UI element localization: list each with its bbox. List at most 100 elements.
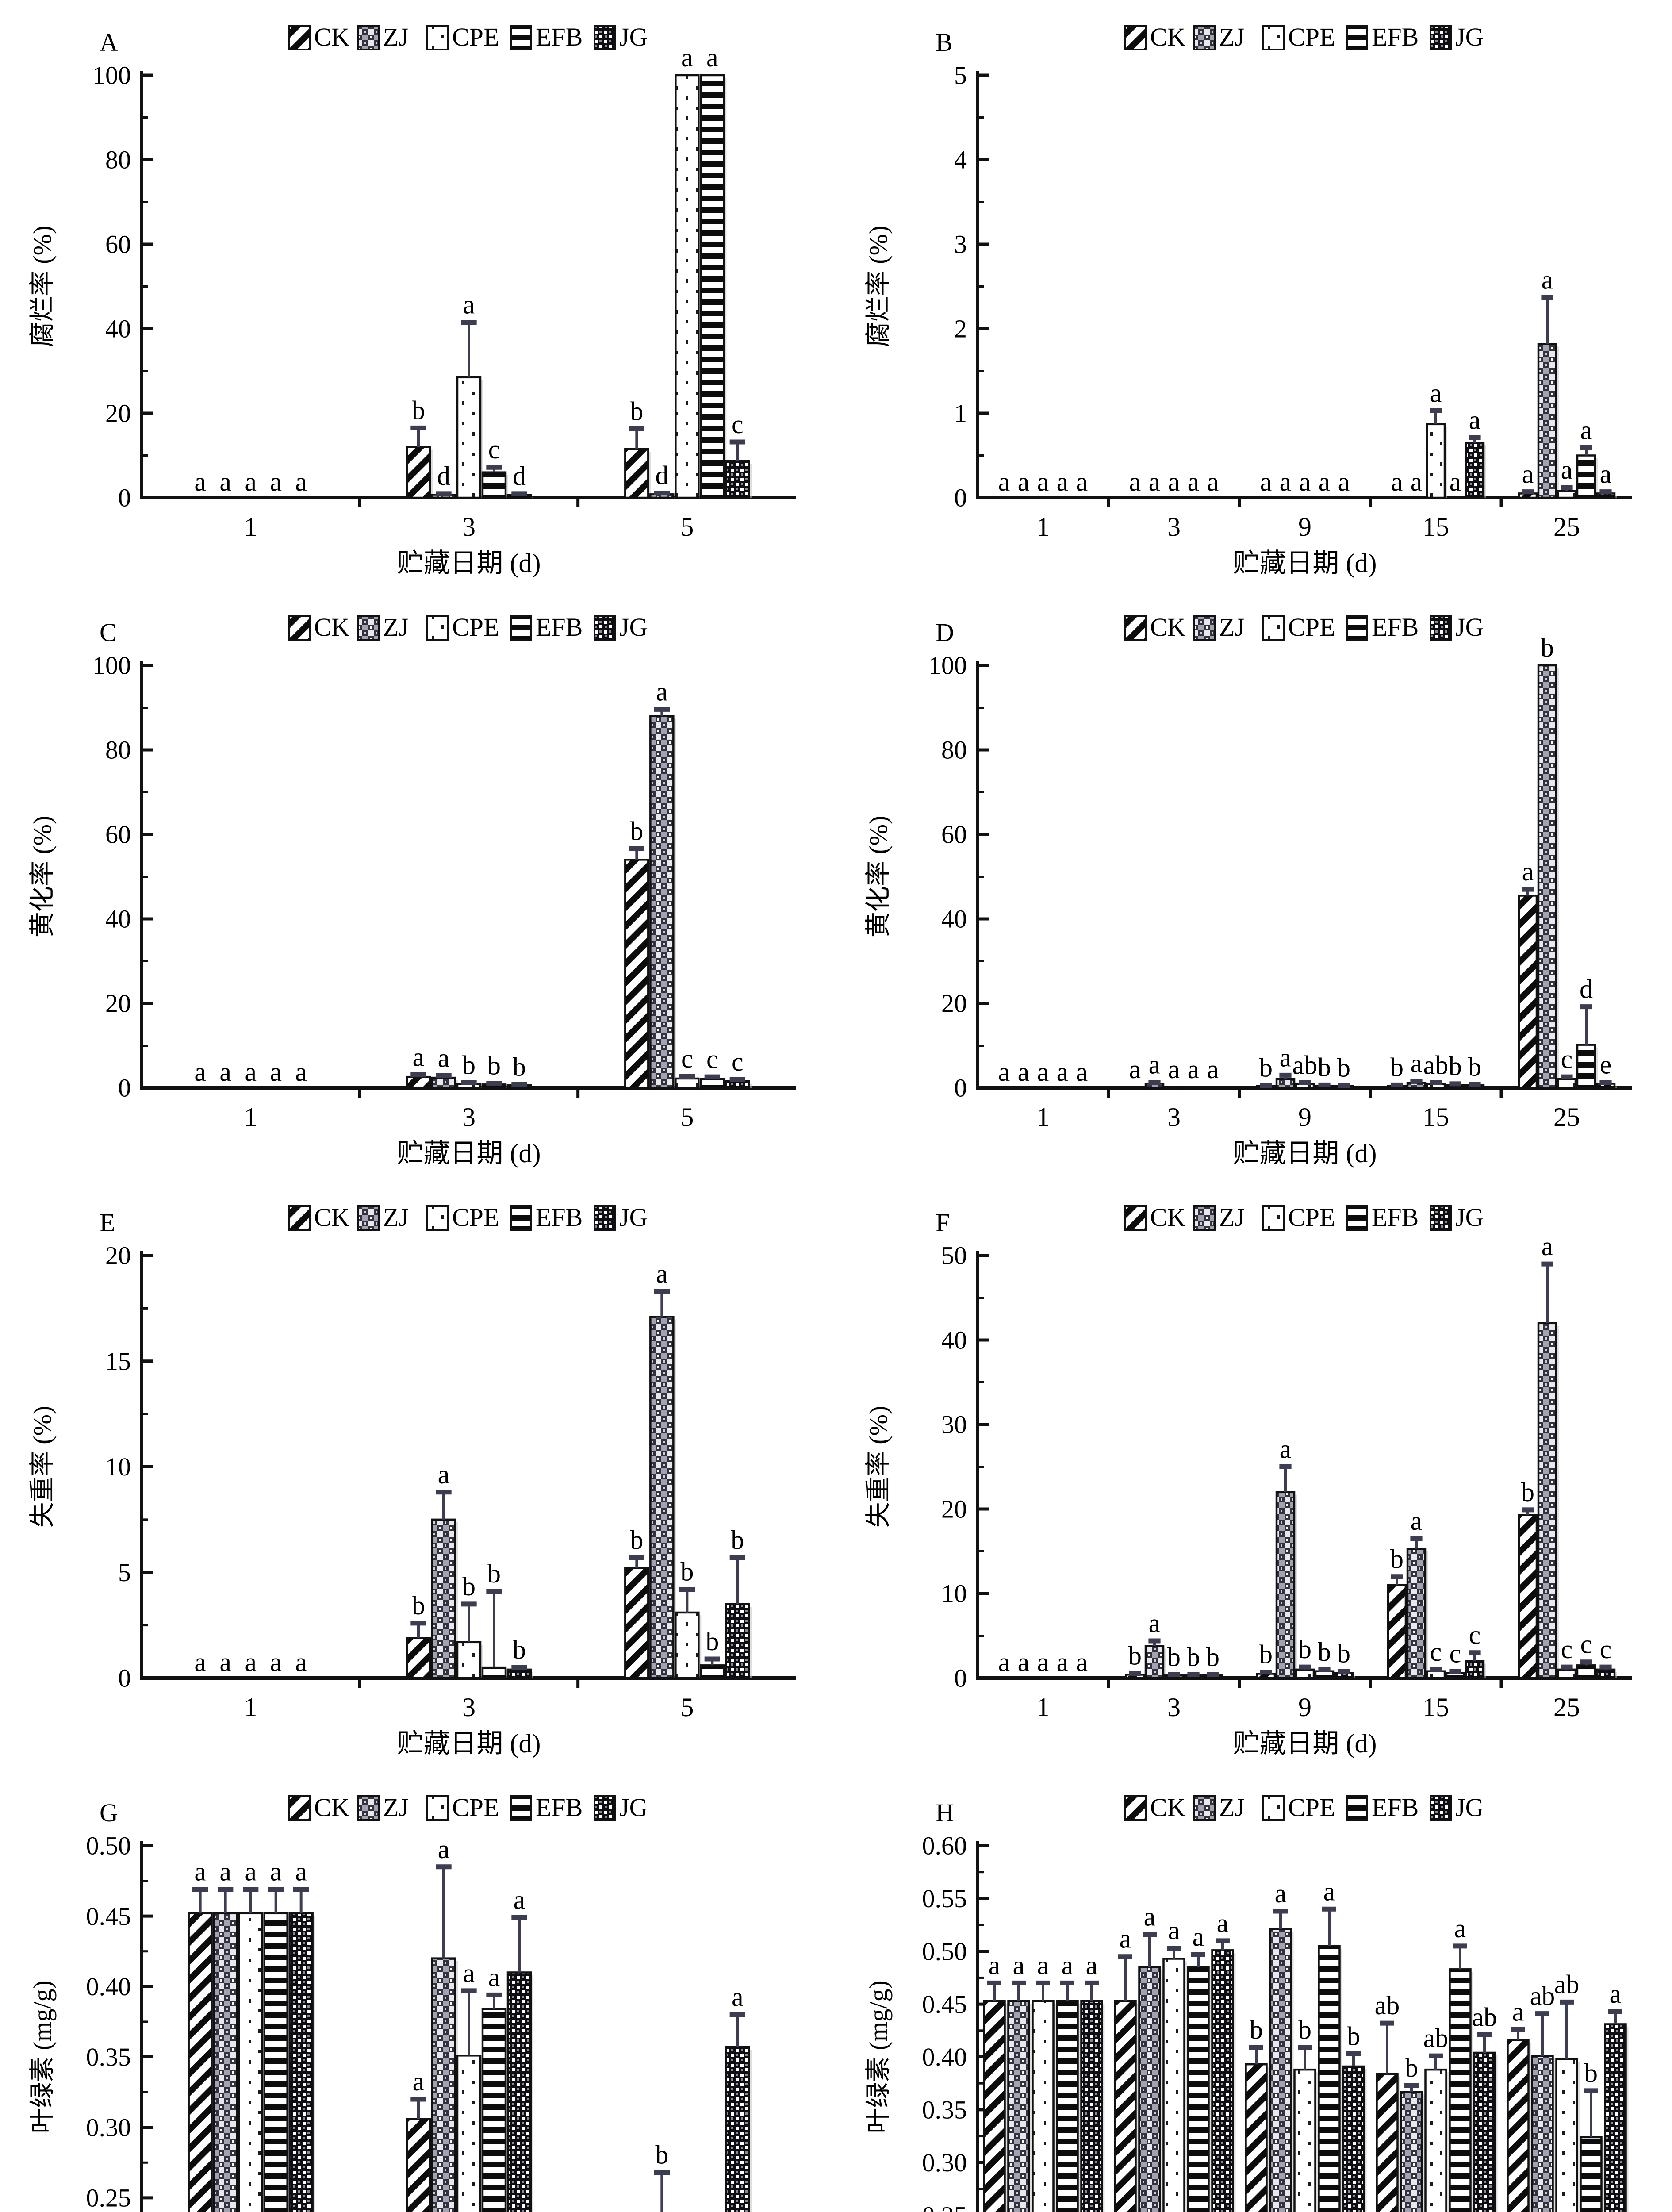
bar-ZJ: [1406, 1082, 1427, 1089]
significance-letter: a: [488, 1962, 500, 1992]
significance-letter: c: [1450, 1639, 1461, 1668]
significance-letter: a: [1391, 467, 1403, 496]
significance-letter: a: [1037, 467, 1049, 496]
significance-letter: a: [1217, 1909, 1229, 1938]
significance-letter: b: [1259, 1053, 1273, 1083]
significance-letter: a: [732, 1982, 744, 2012]
bar-JG: [506, 1668, 532, 1679]
bar-CK: [406, 2118, 431, 2212]
bar-CPE: [1293, 2068, 1316, 2212]
significance-letter: b: [706, 1627, 719, 1656]
significance-letter: b: [462, 1051, 476, 1080]
y-tick-label: 10: [941, 1579, 967, 1608]
significance-letter: a: [1323, 1877, 1335, 1906]
significance-letter: a: [270, 1647, 282, 1677]
bar-JG: [1595, 1668, 1616, 1679]
significance-letter: a: [295, 1857, 307, 1886]
panel-C-chart: C CK ZJ CPE EFB JG 0 20 40 60 80 100 黄化率 (%) 1 3 5 贮藏日期 …: [28, 613, 796, 1168]
significance-letter: b: [513, 1052, 526, 1081]
legend-label: ZJ: [383, 613, 409, 641]
y-axis-title: 腐烂率 (%): [864, 226, 893, 347]
panel-D-chart: D CK ZJ CPE EFB JG 0 20 40 60 80 100 黄化率 (%) 1 3 9 15 25 贮…: [864, 613, 1632, 1168]
legend-label: JG: [1455, 613, 1484, 641]
legend-label: CK: [314, 613, 350, 641]
panel-letter: A: [100, 28, 118, 57]
bar-EFB: [1183, 1086, 1204, 1089]
bar-CK: [624, 1567, 649, 1679]
bar-JG: [1465, 1660, 1485, 1679]
bar-CK: [1114, 2000, 1137, 2212]
y-axis-title: 失重率 (%): [28, 1406, 57, 1528]
x-tick-label: 1: [244, 1693, 257, 1722]
significance-letter: c: [732, 1047, 744, 1076]
legend-swatch horizontal-bands-swatch: [1346, 1795, 1368, 1821]
significance-letter: b: [1250, 2015, 1263, 2044]
legend-swatch sparse-dots-swatch: [1262, 25, 1285, 50]
significance-letter: e: [1600, 1050, 1612, 1079]
y-tick-label: 100: [92, 61, 131, 90]
significance-letter: b: [1318, 1637, 1331, 1667]
panel-H: HCKZJCPEEFBJG0.200.250.300.350.400.450.5…: [836, 1770, 1672, 2212]
significance-letter: a: [219, 467, 231, 496]
legend-label: EFB: [536, 613, 583, 641]
bar-JG: [1211, 1949, 1234, 2212]
significance-letter: b: [630, 396, 643, 426]
significance-letter: b: [1206, 1642, 1219, 1671]
significance-letter: a: [1280, 467, 1292, 496]
bar-CK: [624, 448, 649, 499]
legend-swatch gray-checker-swatch: [1193, 1205, 1216, 1231]
bar-CPE: [1426, 423, 1446, 499]
bar-CK: [406, 1637, 431, 1679]
significance-letter: a: [463, 290, 475, 319]
significance-letter: a: [438, 1043, 450, 1072]
significance-letter: a: [295, 1057, 307, 1087]
significance-letter: a: [1512, 1997, 1524, 2026]
y-axis-title: 黄化率 (%): [28, 816, 57, 937]
x-tick-label: 1: [1036, 1102, 1050, 1132]
significance-letter: a: [1076, 1057, 1088, 1087]
panel-letter: D: [936, 618, 954, 647]
x-tick-label: 25: [1553, 1102, 1580, 1132]
y-tick-label: 0.40: [922, 2043, 967, 2071]
significance-letter: b: [1347, 2021, 1360, 2051]
significance-letter: a: [1144, 1902, 1156, 1932]
x-tick-label: 9: [1298, 1102, 1312, 1132]
significance-letter: c: [1469, 1621, 1481, 1650]
panel-A-chart: A CK ZJ CPE EFB JG 0 20 40 60 80 100 腐烂率 (%) 1 3 5 贮藏日期 …: [28, 23, 796, 578]
x-axis-title: 贮藏日期 (d): [397, 1139, 541, 1168]
y-tick-label: 40: [105, 905, 131, 933]
bar-EFB: [700, 74, 725, 499]
y-tick-label: 5: [118, 1558, 131, 1587]
significance-letter: a: [1037, 1057, 1049, 1087]
significance-letter: a: [1280, 1043, 1292, 1072]
legend-label: JG: [619, 613, 648, 641]
significance-letter: a: [1037, 1647, 1049, 1677]
significance-letter: b: [412, 1591, 425, 1620]
significance-letter: a: [1275, 1879, 1287, 1908]
significance-letter: b: [487, 1559, 501, 1588]
significance-letter: a: [1542, 1232, 1553, 1261]
significance-letter: a: [245, 1057, 257, 1087]
bar-JG: [1203, 1086, 1223, 1089]
legend-swatch horizontal-bands-swatch: [510, 1795, 532, 1821]
bar-CPE: [1557, 490, 1577, 499]
significance-letter: a: [270, 1857, 282, 1886]
x-axis-title: 贮藏日期 (d): [1233, 1729, 1377, 1758]
bar-ZJ: [431, 1518, 456, 1679]
bar-EFB: [1056, 2000, 1079, 2212]
legend-swatch sparse-dots-swatch: [1262, 1795, 1285, 1821]
significance-letter: a: [245, 467, 257, 496]
significance-letter: a: [438, 1460, 450, 1489]
legend-label: CPE: [452, 1793, 499, 1822]
significance-letter: a: [1542, 265, 1553, 294]
y-tick-label: 20: [105, 399, 131, 428]
legend-label: CPE: [452, 23, 499, 51]
significance-letter: b: [630, 1525, 643, 1555]
x-tick-label: 9: [1298, 512, 1312, 541]
significance-letter: a: [219, 1647, 231, 1677]
legend-swatch diagonal-stripes-swatch: [288, 1795, 311, 1821]
panel-B-chart: B CK ZJ CPE EFB JG 0 1 2 3 4 5 腐烂率 (%) 1 3 9 15 25 贮藏日期 (d…: [864, 23, 1632, 578]
bar-ZJ: [1400, 2091, 1423, 2212]
bar-ZJ: [431, 1076, 456, 1089]
